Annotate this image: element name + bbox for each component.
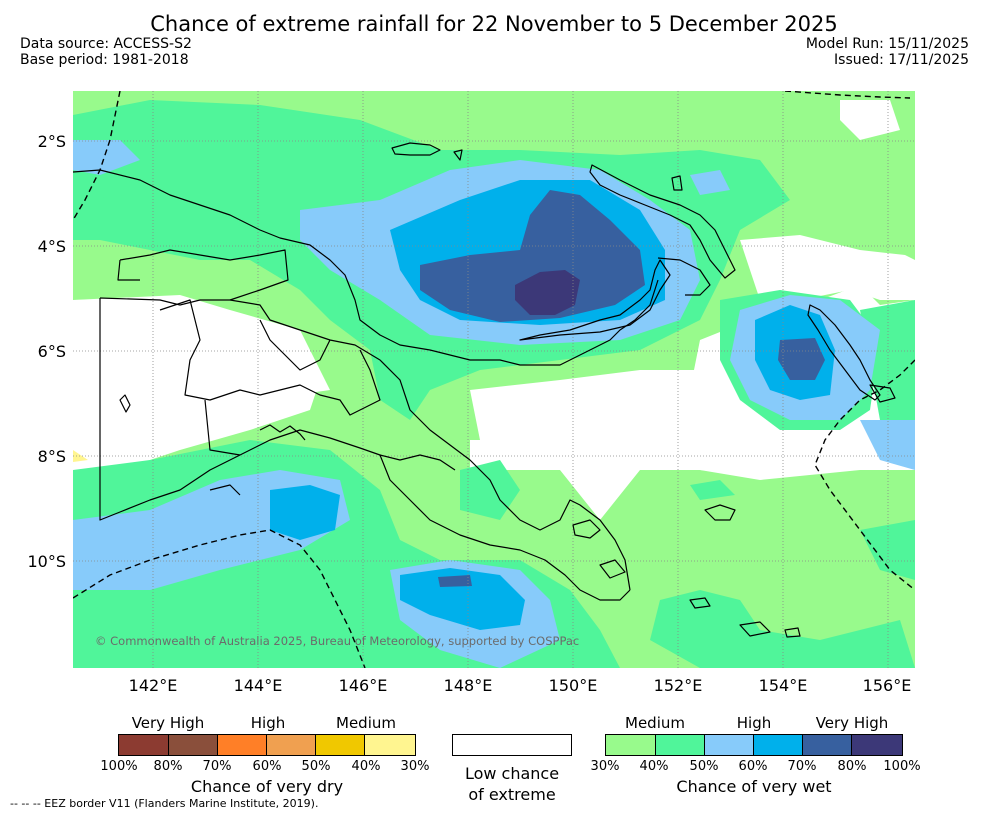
dry-swatch-40-50 xyxy=(316,735,365,755)
lon-label-148e: 148°E xyxy=(443,676,493,695)
dry-legend-caption: Chance of very dry xyxy=(190,777,344,796)
low-chance-swatch xyxy=(452,734,572,756)
wet-very-high-70-80-region xyxy=(420,190,825,587)
map-title: Chance of extreme rainfall for 22 Novemb… xyxy=(150,12,838,36)
dry-legend-medium: Medium xyxy=(336,714,396,732)
wet-tick: 40% xyxy=(639,759,669,774)
dry-patch xyxy=(73,450,88,462)
dry-tick: 40% xyxy=(351,759,381,774)
dry-colorbar xyxy=(118,734,416,756)
wet-tick: 100% xyxy=(883,759,921,774)
copyright-notice: © Commonwealth of Australia 2025, Bureau… xyxy=(95,634,580,648)
wet-legend-very-high: Very High xyxy=(815,714,889,732)
wet-tick: 70% xyxy=(787,759,817,774)
issued-date: Issued: 17/11/2025 xyxy=(834,52,969,68)
dry-swatch-30-40 xyxy=(365,735,415,755)
wet-legend-medium: Medium xyxy=(625,714,685,732)
lon-label-156e: 156°E xyxy=(862,676,912,695)
eez-border xyxy=(73,91,915,668)
coastline xyxy=(73,142,896,638)
dry-tick: 80% xyxy=(153,759,183,774)
wet-swatch-50-60 xyxy=(705,735,754,755)
lon-label-154e: 154°E xyxy=(758,676,808,695)
wet-legend-high: High xyxy=(736,714,772,732)
lon-label-144e: 144°E xyxy=(233,676,283,695)
low-chance-caption-line1: Low chance xyxy=(464,764,560,783)
data-source: Data source: ACCESS-S2 xyxy=(20,36,192,52)
dry-swatch-50-60 xyxy=(267,735,316,755)
eez-footnote: -- -- -- EEZ border V11 (Flanders Marine… xyxy=(10,797,319,810)
low-chance-caption-line2: of extreme xyxy=(468,785,556,804)
lat-label-8s: 8°S xyxy=(37,447,66,466)
dry-tick: 30% xyxy=(400,759,430,774)
dry-tick: 50% xyxy=(301,759,331,774)
rainfall-map xyxy=(73,91,915,668)
wet-tick: 60% xyxy=(738,759,768,774)
dry-tick: 70% xyxy=(202,759,232,774)
wet-tick: 50% xyxy=(689,759,719,774)
lon-label-146e: 146°E xyxy=(338,676,388,695)
lat-label-6s: 6°S xyxy=(37,342,66,361)
wet-swatch-80-100 xyxy=(852,735,902,755)
wet-swatch-40-50 xyxy=(656,735,705,755)
dry-tick: 60% xyxy=(252,759,282,774)
lon-label-142e: 142°E xyxy=(128,676,178,695)
wet-tick: 80% xyxy=(837,759,867,774)
lon-label-150e: 150°E xyxy=(548,676,598,695)
dry-legend-high: High xyxy=(250,714,286,732)
wet-swatch-30-40 xyxy=(606,735,656,755)
lat-label-4s: 4°S xyxy=(37,237,66,256)
run-info: Model Run: 15/11/2025 Issued: 17/11/2025 xyxy=(806,36,969,68)
dry-tick: 100% xyxy=(100,759,138,774)
wet-swatch-70-80 xyxy=(803,735,852,755)
wet-colorbar xyxy=(605,734,903,756)
source-info: Data source: ACCESS-S2 Base period: 1981… xyxy=(20,36,192,68)
base-period: Base period: 1981-2018 xyxy=(20,52,189,68)
wet-swatch-60-70 xyxy=(754,735,803,755)
dry-swatch-80-100 xyxy=(119,735,169,755)
dry-swatch-60-70 xyxy=(218,735,267,755)
model-run: Model Run: 15/11/2025 xyxy=(805,36,969,52)
dry-swatch-70-80 xyxy=(169,735,218,755)
dry-legend-very-high: Very High xyxy=(131,714,205,732)
wet-very-high-80-100-region xyxy=(515,270,580,315)
lat-label-10s: 10°S xyxy=(27,552,66,571)
graticule xyxy=(73,91,915,668)
wet-tick: 30% xyxy=(590,759,620,774)
lon-label-152e: 152°E xyxy=(653,676,703,695)
lat-label-2s: 2°S xyxy=(37,132,66,151)
wet-legend-caption: Chance of very wet xyxy=(676,777,832,796)
